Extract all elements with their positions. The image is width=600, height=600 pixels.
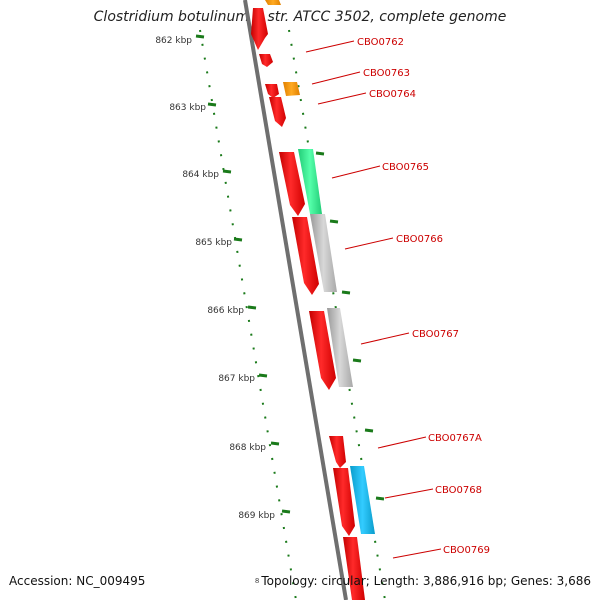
gene-label[interactable]: CBO0767	[412, 329, 459, 340]
gene-label[interactable]: CBO0768	[435, 485, 482, 496]
gene-label-connector	[305, 40, 355, 53]
ruler-tick	[195, 34, 205, 39]
cds-feature-cbo0767a[interactable]	[329, 436, 346, 468]
gene-label-connector	[331, 165, 381, 179]
genome-backbone	[243, 0, 348, 600]
ruler-tick	[247, 305, 257, 310]
cds-feature-cbo0762-b[interactable]	[259, 54, 273, 67]
ruler-label: 865 kbp	[195, 238, 232, 248]
feature-block-cyan[interactable]	[350, 466, 375, 534]
gene-label-connector	[360, 332, 410, 345]
ruler-tick	[258, 373, 268, 378]
tiny-marker: 8	[254, 577, 260, 585]
ruler-tick	[341, 290, 351, 295]
ruler-label: 867 kbp	[218, 374, 255, 384]
cds-feature-cbo0766[interactable]	[292, 217, 319, 295]
ruler-tick	[233, 237, 243, 242]
gene-label-connector	[344, 237, 394, 250]
gene-label-connector	[392, 548, 442, 559]
cds-feature-cbo0764-b[interactable]	[269, 97, 286, 127]
ruler-tick	[222, 169, 232, 174]
gene-label[interactable]: CBO0762	[357, 37, 404, 48]
gene-label[interactable]: CBO0766	[396, 234, 443, 245]
ruler-tick	[207, 102, 217, 107]
ruler-tick	[315, 151, 325, 156]
cds-feature-cbo0765[interactable]	[279, 152, 305, 216]
ruler-tick	[375, 496, 385, 501]
gene-label[interactable]: CBO0767A	[428, 433, 482, 444]
gene-label[interactable]: CBO0769	[443, 545, 490, 556]
topology-label: Topology: circular; Length: 3,886,916 bp…	[261, 574, 591, 588]
feature-block-orange-top[interactable]	[265, 0, 281, 5]
ruler-label: 869 kbp	[238, 511, 275, 521]
cds-feature-cbo0768[interactable]	[333, 468, 355, 536]
cds-feature-cbo0764[interactable]	[265, 84, 279, 98]
cds-feature-cbo0762[interactable]	[251, 8, 268, 50]
feature-block-gray-1[interactable]	[310, 214, 337, 292]
gene-label[interactable]: CBO0764	[369, 89, 416, 100]
map-title: Clostridium botulinum A str. ATCC 3502, …	[93, 9, 507, 25]
ruler-tick	[329, 219, 339, 224]
gene-label-connector	[377, 436, 427, 449]
feature-block-gray-2[interactable]	[327, 308, 353, 387]
ruler-tick	[364, 428, 374, 433]
ruler-tick	[281, 509, 291, 514]
gene-label[interactable]: CBO0763	[363, 68, 410, 79]
ruler-label: 863 kbp	[169, 103, 206, 113]
gene-label-connector	[317, 92, 367, 105]
ruler-label: 864 kbp	[182, 170, 219, 180]
feature-block-orange[interactable]	[283, 82, 300, 96]
ruler-tick	[352, 358, 362, 363]
gene-label[interactable]: CBO0765	[382, 162, 429, 173]
cds-feature-cbo0769[interactable]	[343, 537, 365, 600]
accession-label: Accession: NC_009495	[9, 574, 146, 588]
ruler-label: 866 kbp	[207, 306, 244, 316]
gene-label-connector	[311, 71, 361, 85]
cds-feature-cbo0767[interactable]	[309, 311, 336, 390]
feature-block-green[interactable]	[298, 149, 322, 214]
genome-summary: 8 Topology: circular; Length: 3,886,916 b…	[255, 574, 591, 588]
ruler-label: 868 kbp	[229, 443, 266, 453]
ruler-tick	[270, 441, 280, 446]
gene-label-connector	[384, 488, 434, 499]
ruler-label: 862 kbp	[155, 36, 192, 46]
